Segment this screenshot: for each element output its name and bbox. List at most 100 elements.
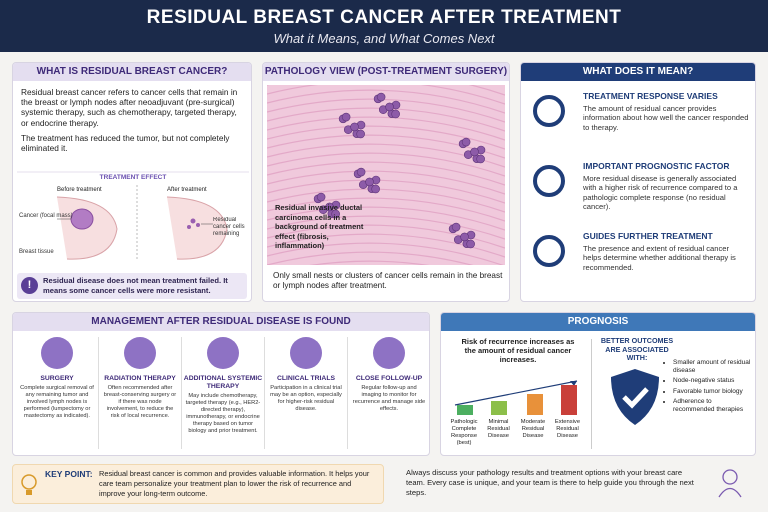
prognosis-panel: PROGNOSIS Risk of recurrence increases a…	[440, 312, 756, 456]
paragraph: Residual breast cancer refers to cancer …	[21, 87, 238, 128]
cancer-cell	[350, 122, 359, 132]
item-text: More residual disease is generally assoc…	[583, 174, 738, 211]
item-text: Participation in a clinical trial may be…	[270, 385, 342, 412]
cancer-cell	[476, 154, 485, 164]
item-title: TREATMENT RESPONSE VARIES	[583, 91, 718, 101]
fiber	[267, 242, 504, 265]
cancer-cell	[451, 222, 461, 232]
cancer-cell	[371, 184, 380, 194]
panel-heading: MANAGEMENT AFTER RESIDUAL DISEASE IS FOU…	[13, 313, 429, 331]
risk-bar	[457, 405, 473, 415]
level-label: Minimal Residual Disease	[487, 419, 510, 439]
key-point-label: KEY POINT:	[45, 469, 93, 479]
risk-bar	[527, 394, 543, 415]
item-title: ADDITIONAL SYSTEMIC THERAPY	[183, 375, 263, 390]
key-point-box: KEY POINT: Residual breast cancer is com…	[12, 464, 384, 504]
paragraph: The treatment has reduced the tumor, but…	[21, 132, 230, 154]
item-title: IMPORTANT PROGNOSTIC FACTOR	[583, 161, 730, 171]
divider	[347, 337, 348, 449]
fiber	[267, 125, 505, 150]
cancer-cell	[356, 129, 365, 139]
fiber	[267, 89, 505, 114]
pathology-text: Only small nests or clusters of cancer c…	[273, 271, 503, 290]
management-icon	[290, 337, 322, 369]
outcome: Adherence to recommended therapies	[673, 398, 753, 413]
management-icon	[207, 337, 239, 369]
cancer-cell	[331, 209, 340, 219]
cancer-cell	[356, 167, 366, 177]
cancer-cell	[460, 232, 469, 242]
tissue-label: Breast tissue	[19, 249, 54, 255]
subtitle: What it Means, and What Comes Next	[273, 31, 495, 46]
panel-heading: WHAT DOES IT MEAN?	[521, 63, 755, 81]
cell	[190, 218, 196, 224]
item-text: Regular follow-up and imaging to monitor…	[352, 385, 426, 412]
management-icon	[124, 337, 156, 369]
outcome: Favorable tumor biology	[673, 388, 753, 396]
bulb-base	[26, 490, 32, 495]
panel-heading: PATHOLOGY VIEW (POST-TREATMENT SURGERY)	[263, 63, 509, 81]
cancer-cell	[466, 239, 475, 249]
cancer-cell	[325, 202, 334, 212]
trend-arrow	[454, 380, 578, 406]
image-caption: Residual invasive ductal carcinoma cells…	[275, 203, 364, 250]
item-title: CLINICAL TRIALS	[276, 375, 336, 382]
body	[718, 487, 742, 498]
pathology-panel: PATHOLOGY VIEW (POST-TREATMENT SURGERY) …	[262, 62, 510, 302]
what-is-panel: WHAT IS RESIDUAL BREAST CANCER? Residual…	[12, 62, 252, 302]
divider	[98, 337, 99, 449]
check	[622, 387, 649, 409]
level-label: Extensive Residual Disease	[554, 419, 581, 439]
risk-bar	[561, 385, 577, 415]
shield	[611, 369, 659, 425]
cancer-cell	[376, 92, 386, 102]
fiber	[267, 161, 505, 186]
divider	[181, 337, 182, 449]
fiber	[267, 233, 505, 258]
item-title: GUIDES FURTHER TREATMENT	[583, 231, 713, 241]
fiber	[309, 260, 430, 265]
panel-heading: WHAT IS RESIDUAL BREAST CANCER?	[13, 63, 251, 81]
bulb-icon	[21, 474, 37, 495]
footer-text: Always discuss your pathology results an…	[406, 468, 694, 497]
meaning-panel: WHAT DOES IT MEAN? TREATMENT RESPONSE VA…	[520, 62, 756, 302]
cancer-cell	[461, 137, 471, 147]
fiber	[267, 197, 505, 222]
risk-bar	[491, 401, 507, 415]
residual-label-box: Residual cancer cells remaining	[213, 217, 245, 237]
cancer-cell	[385, 102, 394, 112]
fiber	[267, 224, 505, 249]
breast-after	[166, 196, 228, 260]
divider	[591, 339, 592, 449]
title: RESIDUAL BREAST CANCER AFTER TREATMENT	[146, 7, 622, 28]
note-box: ! Residual disease does not mean treatme…	[17, 273, 247, 299]
outcome: Smaller amount of residual disease	[673, 359, 753, 374]
header: RESIDUAL BREAST CANCER AFTER TREATMENT W…	[0, 0, 768, 52]
item-text: The presence and extent of residual canc…	[583, 244, 736, 272]
outcomes-list: Smaller amount of residual disease Node-n…	[663, 359, 753, 417]
residual-label: Residual cancer cells remaining	[213, 217, 245, 237]
note-icon: !	[21, 277, 38, 294]
fiber	[267, 85, 505, 105]
key-point-text: Residual breast cancer is common and pro…	[99, 469, 370, 498]
effect-heading: TREATMENT EFFECT	[100, 174, 167, 181]
cancer-cell	[365, 177, 374, 187]
outcomes-heading: BETTER OUTCOMES ARE ASSOCIATED WITH:	[600, 336, 674, 363]
bulb	[21, 474, 37, 490]
fiber	[267, 215, 505, 240]
shield-icon	[611, 369, 659, 425]
person-icon	[718, 469, 742, 498]
risk-illustration	[454, 380, 578, 415]
fiber	[267, 85, 505, 96]
fiber	[267, 170, 505, 195]
arrowhead	[570, 381, 577, 386]
what-is-text: Residual breast cancer refers to cancer …	[13, 81, 251, 153]
management-icon	[41, 337, 73, 369]
level-label: Moderate Residual Disease	[520, 419, 546, 439]
tumor	[70, 208, 94, 230]
chart-caption: Risk of recurrence increases as the amou…	[461, 337, 575, 364]
item-title: RADIATION THERAPY	[104, 375, 176, 382]
fiber	[267, 251, 474, 265]
meaning-icon	[533, 165, 565, 197]
